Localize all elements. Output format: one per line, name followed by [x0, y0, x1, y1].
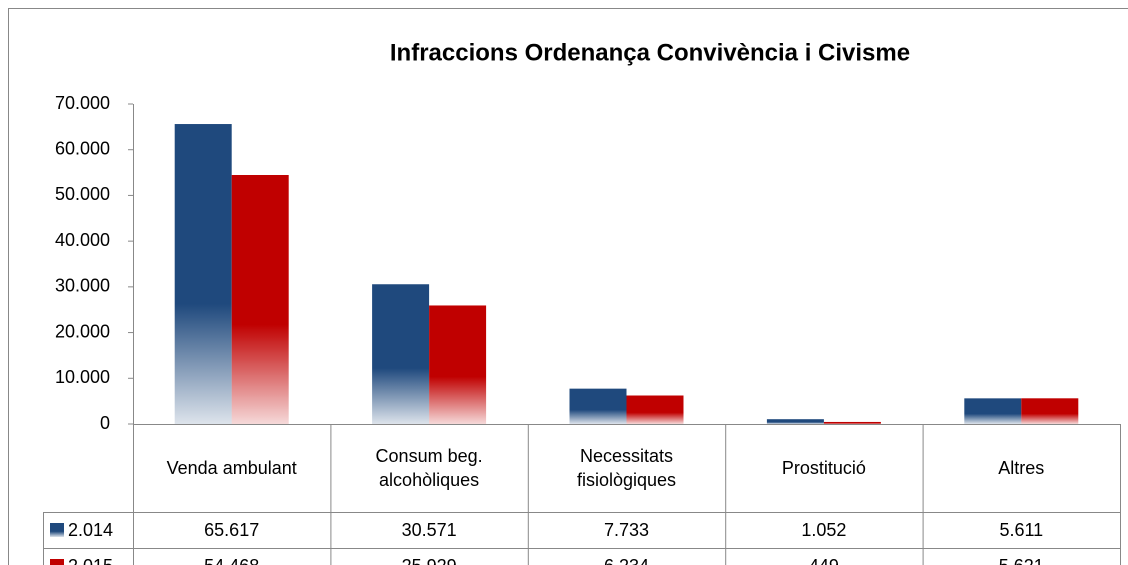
bar	[626, 395, 684, 424]
category-label: Altres	[998, 458, 1045, 478]
bar	[1021, 398, 1079, 424]
y-tick-label: 10.000	[55, 367, 110, 387]
legend-key	[50, 559, 64, 565]
bar	[231, 175, 289, 424]
chart-border	[8, 8, 1128, 565]
y-tick-label: 20.000	[55, 321, 110, 341]
y-tick-label: 60.000	[55, 138, 110, 158]
table-value: 1.052	[801, 520, 846, 540]
legend-label: 2.015	[68, 556, 113, 565]
bar	[429, 305, 487, 424]
bar	[823, 421, 881, 424]
y-tick-label: 40.000	[55, 230, 110, 250]
category-label: Consum beg. alcohòliques	[375, 446, 483, 490]
chart-title: Infraccions Ordenança Convivència i Civi…	[390, 39, 910, 66]
y-tick-label: 0	[100, 413, 110, 433]
bar	[964, 398, 1022, 424]
table-value: 5.621	[999, 556, 1044, 565]
table-value: 30.571	[402, 520, 457, 540]
category-label: Prostitució	[781, 458, 866, 478]
bar	[766, 419, 824, 424]
category-label: Necessitats fisiològiques	[576, 446, 677, 490]
table-value: 6.234	[604, 556, 649, 565]
bar	[569, 388, 627, 424]
y-tick-label: 30.000	[55, 276, 110, 296]
table-value: 65.617	[204, 520, 259, 540]
bar	[174, 124, 232, 425]
y-tick-label: 50.000	[55, 184, 110, 204]
table-value: 25.929	[402, 556, 457, 565]
category-label: Venda ambulant	[166, 458, 297, 478]
legend-label: 2.014	[68, 520, 113, 540]
y-tick-label: 70.000	[55, 93, 110, 113]
table-value: 7.733	[604, 520, 649, 540]
legend-key	[50, 523, 64, 537]
table-value: 449	[809, 556, 839, 565]
table-value: 54.468	[204, 556, 259, 565]
bar	[372, 284, 430, 424]
table-value: 5.611	[999, 520, 1043, 540]
